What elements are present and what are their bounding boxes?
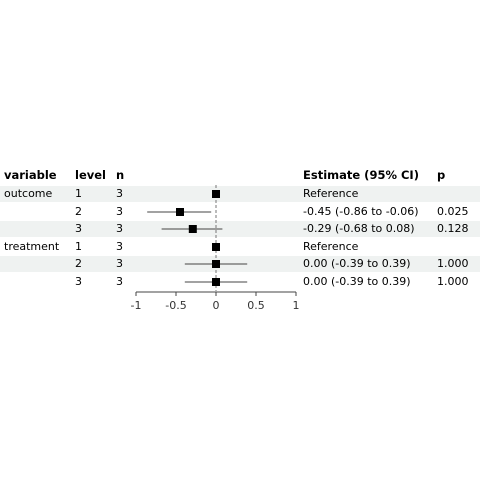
x-tick-label: -1 [131,299,142,312]
row-level: 3 [75,275,82,288]
row-level: 2 [75,257,82,270]
row-p: 1.000 [437,257,469,270]
row-p: 0.025 [437,205,469,218]
row-p: 0.128 [437,222,469,235]
row-estimate: -0.29 (-0.68 to 0.08) [303,222,415,235]
row-n: 3 [116,240,123,253]
row-n: 3 [116,205,123,218]
row-band [0,186,480,202]
row-estimate: 0.00 (-0.39 to 0.39) [303,257,411,270]
x-tick-label: 0 [213,299,220,312]
header-n: n [116,168,125,182]
row-n: 3 [116,257,123,270]
header-level: level [75,168,106,182]
row-estimate: Reference [303,187,359,200]
row-n: 3 [116,222,123,235]
row-level: 3 [75,222,82,235]
row-estimate: Reference [303,240,359,253]
row-estimate: -0.45 (-0.86 to -0.06) [303,205,419,218]
header-variable: variable [4,168,57,182]
x-tick-label: -0.5 [165,299,186,312]
x-tick-label: 1 [293,299,300,312]
header-p: p [437,168,446,182]
row-variable: outcome [4,187,53,200]
estimate-marker [212,190,220,198]
estimate-marker [212,278,220,286]
estimate-marker [176,208,184,216]
row-n: 3 [116,275,123,288]
x-tick-label: 0.5 [247,299,265,312]
estimate-marker [212,243,220,251]
row-band [0,221,480,237]
row-level: 1 [75,187,82,200]
estimate-marker [188,225,197,233]
row-n: 3 [116,187,123,200]
row-level: 2 [75,205,82,218]
row-level: 1 [75,240,82,253]
row-p: 1.000 [437,275,469,288]
header-estimate: Estimate (95% CI) [303,168,419,182]
estimate-marker [212,260,220,268]
row-variable: treatment [4,240,60,253]
row-estimate: 0.00 (-0.39 to 0.39) [303,275,411,288]
